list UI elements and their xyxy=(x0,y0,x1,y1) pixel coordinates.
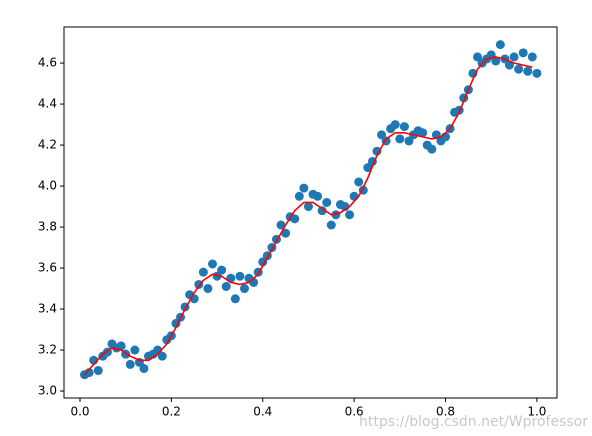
point xyxy=(217,265,227,275)
point xyxy=(377,130,387,140)
y-tick-label: 3.6 xyxy=(38,261,57,275)
point xyxy=(207,259,217,269)
point xyxy=(532,68,542,78)
point xyxy=(326,220,336,230)
y-tick-label: 4.4 xyxy=(38,97,57,111)
point xyxy=(322,197,332,207)
point xyxy=(258,257,268,267)
point xyxy=(491,56,501,66)
point xyxy=(198,267,208,277)
x-tick-label: 0.0 xyxy=(70,405,89,419)
point xyxy=(518,48,528,58)
point xyxy=(372,146,382,156)
y-tick-label: 3.2 xyxy=(38,343,57,357)
point xyxy=(495,40,505,50)
point xyxy=(299,183,309,193)
point xyxy=(313,191,323,201)
point xyxy=(157,351,167,361)
x-tick-label: 0.2 xyxy=(162,405,181,419)
y-tick-label: 3.0 xyxy=(38,384,57,398)
point xyxy=(93,366,103,376)
point xyxy=(514,64,524,74)
point xyxy=(130,345,140,355)
point xyxy=(523,66,533,76)
point xyxy=(427,144,437,154)
point xyxy=(317,206,327,216)
point xyxy=(281,228,291,238)
point xyxy=(125,359,135,369)
point xyxy=(399,122,409,132)
point xyxy=(139,363,149,373)
point xyxy=(509,52,519,62)
x-tick-label: 0.6 xyxy=(345,405,364,419)
point xyxy=(345,210,355,220)
point xyxy=(116,341,126,351)
y-tick-label: 4.6 xyxy=(38,56,57,70)
point xyxy=(290,214,300,224)
point xyxy=(221,281,231,291)
x-tick-label: 0.8 xyxy=(436,405,455,419)
point xyxy=(203,284,213,294)
fit-line xyxy=(83,56,533,376)
point xyxy=(276,220,286,230)
x-tick-label: 1.0 xyxy=(527,405,546,419)
point xyxy=(230,294,240,304)
axes-frame xyxy=(63,26,558,399)
x-tick-label: 0.4 xyxy=(253,405,272,419)
point xyxy=(395,134,405,144)
point xyxy=(171,318,181,328)
plot-area xyxy=(64,27,557,398)
point xyxy=(418,128,428,138)
point xyxy=(390,120,400,130)
point xyxy=(404,136,414,146)
point xyxy=(349,191,359,201)
point xyxy=(354,177,364,187)
point xyxy=(84,368,94,378)
y-tick-label: 4.2 xyxy=(38,138,57,152)
point xyxy=(239,284,249,294)
watermark: https://blog.csdn.net/Wprofessor xyxy=(359,414,588,430)
point xyxy=(472,52,482,62)
y-tick-label: 3.8 xyxy=(38,220,57,234)
point xyxy=(294,191,304,201)
point xyxy=(363,163,373,173)
point xyxy=(235,271,245,281)
y-tick-label: 4.0 xyxy=(38,179,57,193)
y-tick-label: 3.4 xyxy=(38,302,57,316)
point xyxy=(527,52,537,62)
point xyxy=(303,202,313,212)
